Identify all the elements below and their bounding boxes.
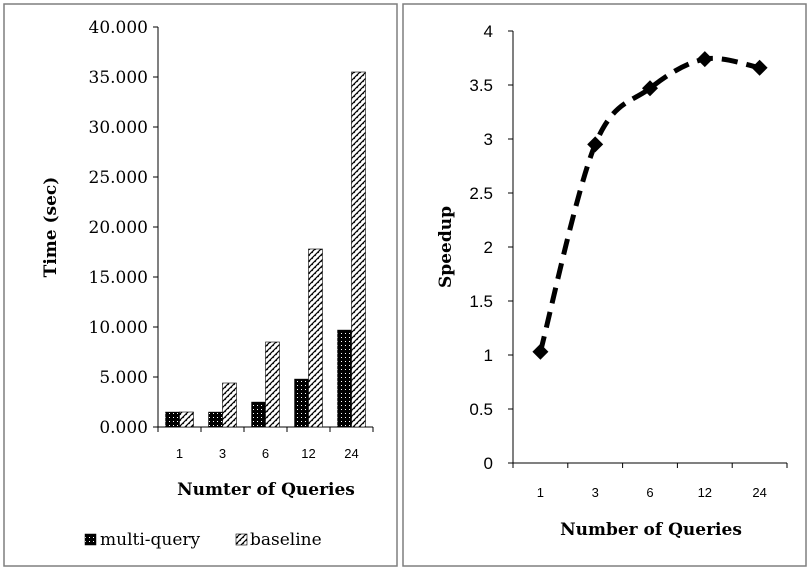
line-x-tick-label: 1 xyxy=(537,485,544,500)
bar-y-tick-label: 10.000 xyxy=(89,318,148,338)
bar-y-ticks: 0.000 5.000 10.000 15.000 20.000 25.000 30.000… xyxy=(89,18,158,438)
bar-multi-query xyxy=(208,411,223,428)
speedup-point xyxy=(532,343,549,360)
bar-y-tick-label: 40.000 xyxy=(89,18,148,38)
line-y-tick-label: 3.5 xyxy=(469,76,493,95)
line-y-ticks: 0 0.5 1 1.5 2 2.5 3 3.5 4 xyxy=(469,22,513,473)
bar-baseline xyxy=(308,248,323,428)
bar-x-axis-label: Numter of Queries xyxy=(177,480,355,500)
bar-x-tick-label: 24 xyxy=(344,446,358,461)
bar-multi-query xyxy=(337,329,352,428)
line-y-tick-label: 0.5 xyxy=(469,400,493,419)
line-y-tick-label: 3 xyxy=(484,130,493,149)
bar-multi-query xyxy=(251,401,266,428)
bar-x-ticks: 1 3 6 12 24 xyxy=(157,427,374,461)
line-y-axis-label: Speedup xyxy=(436,206,456,288)
bar-y-tick-label: 15.000 xyxy=(89,268,148,288)
bar-y-tick-label: 30.000 xyxy=(89,118,148,138)
legend-swatch-multi-query xyxy=(84,533,97,546)
bar-y-tick-label: 5.000 xyxy=(99,368,148,388)
bar-y-tick-label: 35.000 xyxy=(89,68,148,88)
bar-y-tick-label: 20.000 xyxy=(89,218,148,238)
legend-label-baseline: baseline xyxy=(250,530,322,550)
bar-x-tick-label: 6 xyxy=(262,446,269,461)
speedup-point xyxy=(587,136,604,153)
line-x-axis-label: Number of Queries xyxy=(560,520,742,540)
line-y-tick-label: 1.5 xyxy=(469,292,493,311)
bar-x-tick-label: 12 xyxy=(301,446,315,461)
line-y-tick-label: 1 xyxy=(484,346,493,365)
line-x-ticks: 1 3 6 12 24 xyxy=(512,463,788,500)
legend-label-multi-query: multi-query xyxy=(100,530,201,550)
bar-legend: multi-query baseline xyxy=(84,530,322,550)
line-x-tick-label: 24 xyxy=(752,485,766,500)
speedup-point xyxy=(751,59,768,76)
line-x-tick-label: 12 xyxy=(698,485,712,500)
speedup-point xyxy=(696,51,713,68)
bar-multi-query xyxy=(294,378,309,428)
bar-baseline xyxy=(265,341,280,428)
left-panel-frame xyxy=(3,3,398,567)
bar-y-axis-label: Time (sec) xyxy=(41,177,61,278)
line-x-tick-label: 6 xyxy=(646,485,653,500)
line-y-tick-label: 2.5 xyxy=(469,184,493,203)
legend-swatch-baseline xyxy=(235,533,248,546)
line-x-tick-label: 3 xyxy=(592,485,599,500)
bar-y-tick-label: 25.000 xyxy=(89,168,148,188)
line-y-tick-label: 4 xyxy=(484,22,493,41)
bar-marks xyxy=(165,71,366,428)
bar-multi-query xyxy=(165,411,180,428)
right-panel-frame xyxy=(402,3,807,567)
line-y-tick-label: 2 xyxy=(484,238,493,257)
bar-x-tick-label: 3 xyxy=(219,446,226,461)
bar-y-tick-label: 0.000 xyxy=(99,418,148,438)
speedup-point xyxy=(642,80,658,97)
bar-baseline xyxy=(222,382,237,428)
line-y-tick-label: 0 xyxy=(484,454,493,473)
line-marks xyxy=(532,51,768,360)
bar-baseline xyxy=(351,71,366,428)
bar-x-tick-label: 1 xyxy=(176,446,183,461)
bar-baseline xyxy=(179,411,194,428)
